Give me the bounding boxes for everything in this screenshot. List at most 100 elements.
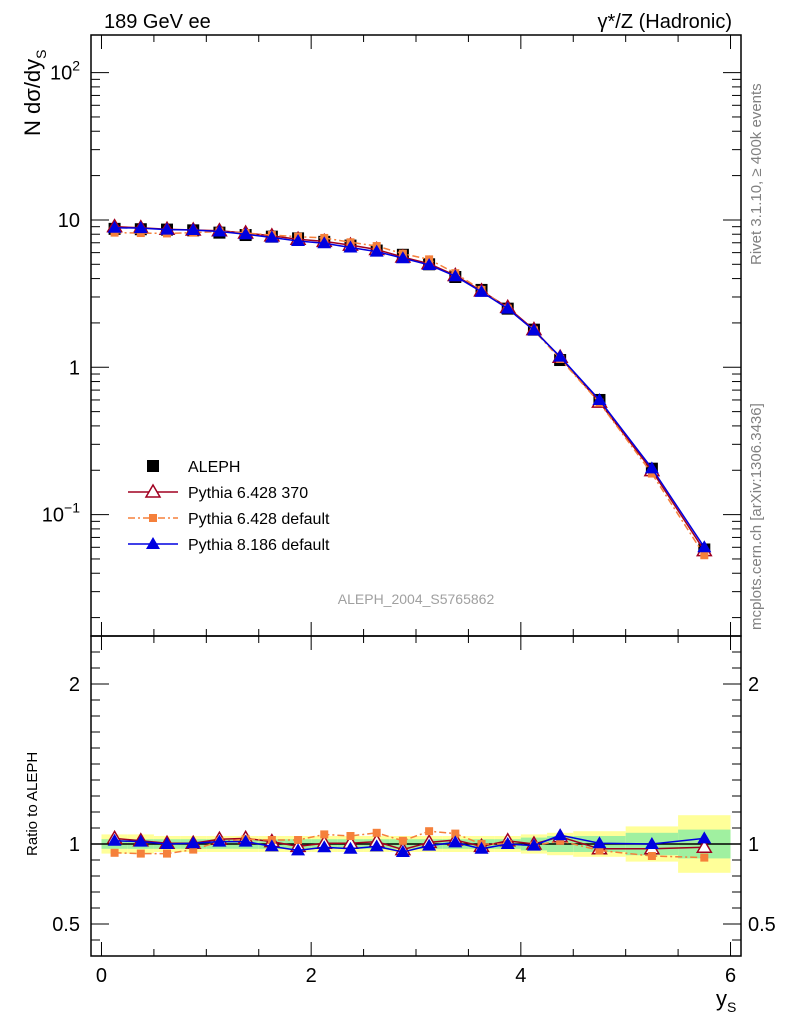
data-point [160,222,175,235]
legend-label: ALEPH [188,459,240,476]
ratio-point [700,853,709,862]
ratio-point [136,849,145,858]
series-line [114,230,705,556]
x-tick-label: 2 [306,965,317,987]
ratio-point [291,843,306,856]
ratio-point [553,828,568,841]
data-point [526,323,541,336]
ratio-point [343,841,358,854]
data-point [238,227,253,240]
legend-entry-2: Pythia 6.428 default [128,511,330,528]
ratio-point [346,832,355,840]
legend: ALEPH Pythia 6.428 370 Pythia 6.428 defaul… [128,459,330,554]
y-tick-label-exponent: −1 [64,500,80,516]
ratio-point [294,836,303,844]
data-point [553,349,568,362]
ratio-point [189,845,198,854]
ratio-point [647,852,656,860]
legend-label: Pythia 8.186 default [188,537,330,554]
data-point [317,236,332,249]
y-tick-label: 102 [50,58,80,85]
legend-label: Pythia 6.428 370 [188,485,308,502]
ratio-point [425,827,434,836]
legend-entry-3: Pythia 8.186 default [128,537,330,554]
x-axis-label-text: y [716,986,727,1011]
data-point [647,469,656,478]
ratio-point [212,834,227,847]
series-1 [106,218,713,557]
legend-entry-1: Pythia 6.428 370 [128,483,308,502]
ratio-point [595,846,604,855]
data-point [343,240,358,253]
ratio-point [448,835,463,848]
x-tick-label: 0 [96,965,107,987]
data-point [395,251,410,264]
y-tick-label: 10−1 [42,500,80,527]
data-point [186,222,201,235]
legend-marker [147,460,159,472]
ratio-point [644,837,659,849]
ratio-point [526,838,541,851]
legend-marker [149,514,157,522]
ratio-point [163,849,172,858]
data-point [212,224,227,237]
x-tick-label: 6 [725,965,736,987]
series-3 [107,220,712,553]
main-series-group [106,218,713,560]
side-text-mcplots: mcplots.cern.ch [arXiv:1306.3436] [748,403,765,630]
data-point [592,392,607,405]
x-tick-label: 4 [515,965,526,987]
ratio-tick-label-right: 0.5 [748,914,776,936]
y-tick-label-base: 10 [50,63,72,85]
data-point [474,284,489,297]
data-point [697,540,712,553]
ratio-point [110,848,119,857]
ratio-point [474,841,489,854]
ratio-point [238,834,253,847]
title-left: 189 GeV ee [104,11,211,33]
data-point [700,551,709,560]
ratio-y-axis-label: Ratio to ALEPH [24,752,41,856]
legend-label: Pythia 6.428 default [188,511,330,528]
data-point [644,461,659,474]
analysis-watermark: ALEPH_2004_S5765862 [338,591,495,607]
ratio-point [369,839,384,852]
ratio-point [264,839,279,852]
ratio-point [186,836,201,849]
ratio-point [697,831,712,844]
y-axis-label: N dσ/dyS [20,49,49,136]
ratio-point [107,833,122,846]
data-point [107,220,122,233]
ratio-point [395,845,410,857]
legend-entry-0: ALEPH [147,459,240,476]
y-tick-label-base: 10 [42,505,64,527]
ratio-point [160,837,175,849]
ratio-point [696,838,713,853]
side-text-rivet: Rivet 3.1.10, ≥ 400k events [748,83,765,265]
x-axis-label: yS [716,986,736,1015]
data-point [448,269,463,282]
x-axis-label-sub: S [727,999,736,1015]
ratio-point [398,836,407,845]
data-point [500,301,515,314]
data-point [264,230,279,243]
series-0 [108,222,711,556]
ratio-tick-label-left: 1 [69,834,80,856]
y-axis-label-sub: S [33,49,49,58]
ratio-series-group [106,827,713,862]
ratio-point [372,828,381,837]
ratio-series-2 [107,828,712,857]
ratio-point [133,834,148,847]
ratio-point [317,840,332,853]
ratio-point [451,829,460,838]
ratio-tick-label-left: 0.5 [52,914,80,936]
ratio-point [422,838,437,851]
legend-marker [144,483,162,498]
ratio-tick-label-right: 2 [748,674,759,696]
y-tick-label: 1 [69,357,80,379]
y-tick-label-base: 10 [58,210,80,232]
y-tick-label-base: 1 [69,357,80,379]
ratio-point [500,837,515,849]
data-point [133,221,148,234]
